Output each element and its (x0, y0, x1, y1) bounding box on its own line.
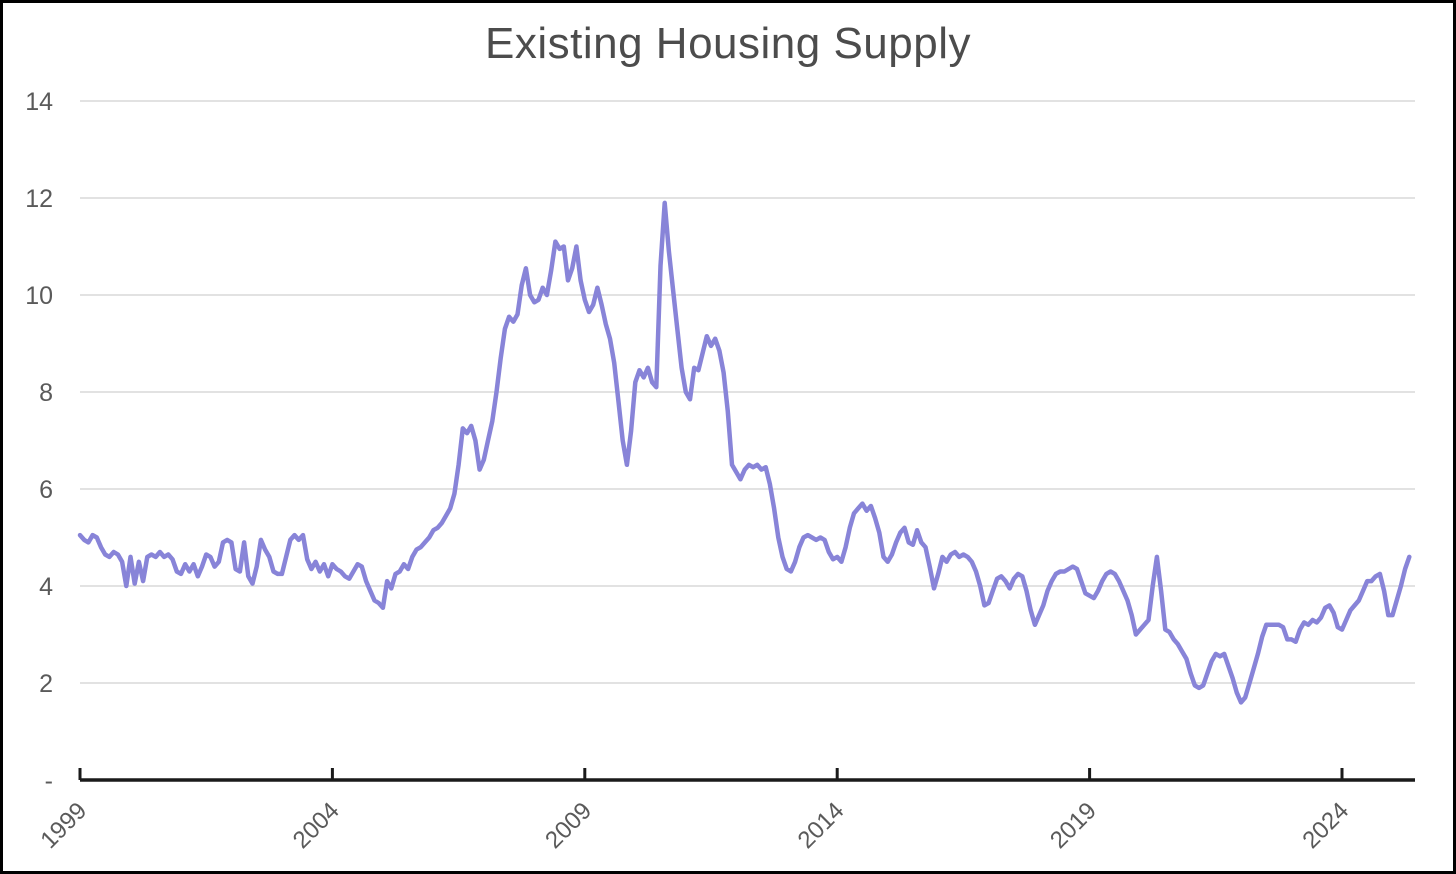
x-axis-tick-label: 2024 (1297, 797, 1354, 854)
x-axis-tick-label: 2019 (1045, 797, 1102, 854)
y-axis-tick-label: 12 (25, 185, 53, 213)
line-chart: - 2 4 6 8 10 12 14 1999 2004 2009 2014 2019 2024 (25, 88, 1415, 854)
housing-supply-line-series (77, 200, 1412, 705)
y-axis-tick-label: 8 (39, 379, 53, 407)
x-axis-tick-label: 1999 (35, 797, 92, 854)
chart-title: Existing Housing Supply (485, 19, 971, 68)
y-axis-tick-label: - (45, 767, 53, 795)
x-axis-tick-label: 2009 (540, 797, 597, 854)
y-axis-tick-label: 4 (39, 573, 53, 601)
x-axis-tick-label: 2004 (288, 797, 345, 854)
y-axis-tick-label: 14 (25, 88, 53, 116)
y-axis-tick-label: 6 (39, 476, 53, 504)
x-axis-tick-label: 2014 (793, 797, 850, 854)
y-axis-tick-label: 2 (39, 670, 53, 698)
y-axis-tick-label: 10 (25, 282, 53, 310)
